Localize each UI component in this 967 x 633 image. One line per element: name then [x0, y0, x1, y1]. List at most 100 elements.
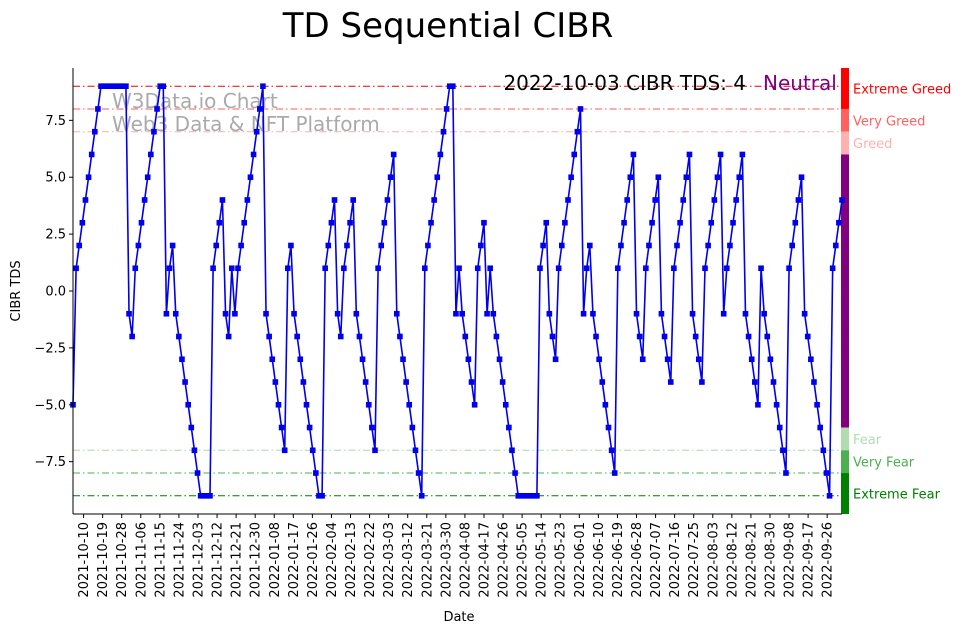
x-tick-label-31: 2022-07-16 [668, 522, 683, 598]
data-point-34 [176, 333, 182, 340]
data-point-131 [478, 242, 484, 249]
y-tick-label-1: −5.0 [34, 398, 66, 413]
data-point-159 [565, 197, 571, 203]
data-point-94 [362, 379, 369, 385]
data-point-36 [182, 379, 188, 385]
y-tick-label-5: 5.0 [45, 171, 66, 186]
data-point-99 [378, 242, 385, 249]
data-point-126 [462, 333, 469, 340]
data-point-93 [359, 356, 366, 363]
data-point-246 [836, 219, 842, 226]
x-tick-label-5: 2021-11-24 [172, 522, 187, 598]
x-tick-label-13: 2022-02-04 [325, 522, 340, 598]
data-point-177 [621, 219, 627, 226]
data-point-51 [228, 265, 235, 272]
data-point-129 [471, 401, 478, 408]
data-point-168 [593, 333, 599, 340]
x-tick-label-7: 2021-12-12 [211, 522, 226, 598]
data-point-235 [801, 310, 808, 317]
data-point-194 [674, 242, 680, 249]
y-tick-label-0: −7.5 [34, 455, 66, 470]
data-point-245 [832, 242, 839, 249]
data-point-111 [415, 470, 422, 476]
data-point-175 [615, 265, 621, 272]
data-point-65 [272, 379, 279, 385]
x-ticks: 2021-10-10 2021-10-19 2021-10-28 2021-11-06… [77, 514, 836, 598]
x-tick-label-32: 2022-07-25 [687, 522, 702, 598]
x-tick-label-0: 2021-10-10 [77, 522, 92, 598]
x-tick-label-19: 2022-03-30 [439, 522, 454, 598]
x-axis-label: Date [443, 610, 474, 625]
data-point-133 [484, 310, 490, 317]
data-point-221 [758, 265, 764, 272]
data-point-96 [369, 424, 375, 431]
x-tick-label-17: 2022-03-12 [401, 522, 416, 598]
data-point-214 [736, 174, 743, 181]
data-point-115 [428, 219, 434, 226]
x-tick-label-21: 2022-04-17 [477, 522, 492, 598]
data-point-28 [157, 83, 163, 90]
data-point-30 [163, 310, 170, 317]
data-point-74 [300, 379, 307, 385]
data-point-211 [727, 242, 733, 249]
data-point-230 [786, 265, 792, 272]
data-point-66 [275, 401, 282, 408]
data-point-146 [524, 492, 531, 499]
data-point-206 [711, 197, 718, 203]
data-point-54 [238, 242, 244, 249]
zone-label-5: Very Fear [853, 456, 915, 471]
data-point-118 [437, 151, 444, 158]
data-point-190 [661, 333, 668, 340]
data-point-53 [235, 265, 241, 272]
data-point-76 [306, 424, 313, 431]
watermark-line-1: W3Data.io Chart [112, 89, 278, 113]
data-point-27 [154, 106, 160, 112]
x-tick-label-36: 2022-08-30 [763, 522, 778, 598]
data-point-242 [823, 470, 830, 476]
data-point-207 [714, 174, 721, 181]
data-point-56 [244, 197, 251, 203]
data-point-202 [699, 379, 705, 385]
data-point-184 [643, 265, 649, 272]
data-point-216 [742, 310, 749, 317]
data-point-196 [680, 197, 687, 203]
data-point-82 [325, 242, 332, 249]
data-point-77 [309, 447, 316, 454]
data-point-125 [459, 310, 465, 317]
data-point-50 [225, 333, 232, 340]
zone-segment-4 [841, 427, 849, 451]
data-point-153 [546, 310, 553, 317]
data-point-26 [151, 128, 157, 135]
data-point-70 [288, 242, 294, 249]
data-point-185 [646, 242, 652, 249]
data-point-205 [708, 219, 715, 226]
x-tick-label-1: 2021-10-19 [96, 522, 111, 598]
data-point-220 [755, 401, 761, 408]
data-point-110 [412, 447, 419, 454]
data-point-222 [761, 310, 767, 317]
data-point-64 [269, 356, 276, 363]
data-point-48 [219, 197, 226, 203]
data-point-151 [540, 242, 546, 249]
chart-title: TD Sequential CIBR [282, 6, 613, 46]
data-point-63 [266, 333, 272, 340]
data-point-12 [107, 83, 114, 90]
data-point-18 [126, 310, 132, 317]
data-point-180 [630, 151, 637, 158]
data-point-92 [356, 333, 363, 340]
x-tick-label-30: 2022-07-07 [649, 522, 664, 598]
data-point-149 [534, 492, 540, 499]
data-point-33 [172, 310, 179, 317]
data-point-102 [387, 174, 394, 181]
x-tick-label-25: 2022-05-23 [554, 522, 569, 598]
zone-label-6: Extreme Fear [853, 488, 941, 503]
x-tick-label-18: 2022-03-21 [420, 522, 435, 598]
data-point-198 [686, 151, 693, 158]
data-point-72 [294, 333, 300, 340]
y-ticks: −7.5 −5.0 −2.5 0.0 2.5 5.0 7.5 [34, 114, 73, 470]
data-point-119 [440, 128, 447, 135]
data-point-58 [250, 151, 257, 158]
data-point-200 [692, 333, 699, 340]
data-point-114 [425, 242, 431, 249]
data-point-68 [281, 447, 288, 454]
